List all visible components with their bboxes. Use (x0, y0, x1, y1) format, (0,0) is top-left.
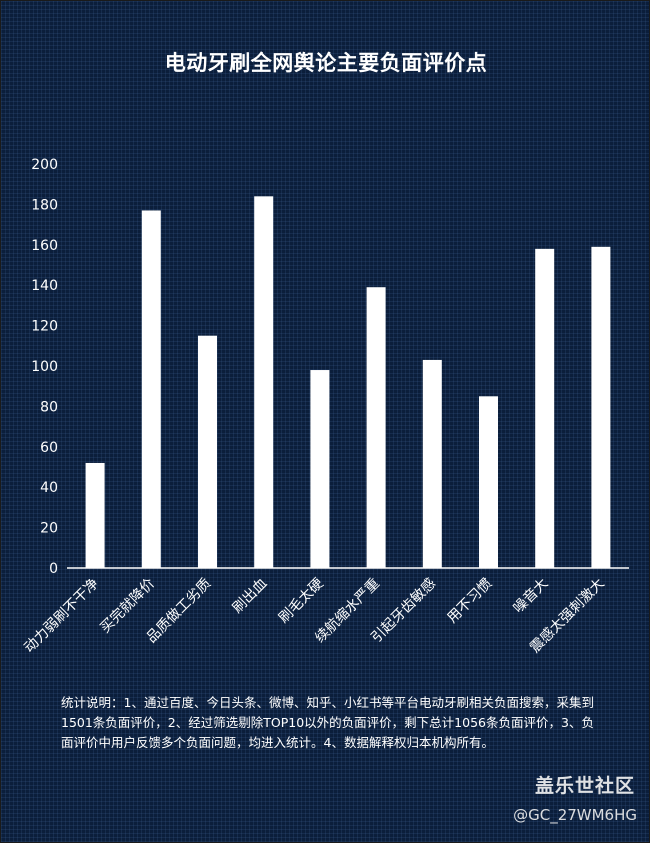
x-tick-label: 用不习惯 (444, 575, 496, 627)
y-axis-ticks: 0 20 40 60 80 100 120 140 160 180 200 (31, 157, 58, 577)
y-tick-label: 180 (31, 197, 58, 213)
y-tick-label: 20 (40, 521, 58, 537)
chart-title: 电动牙刷全网舆论主要负面评价点 (164, 51, 488, 75)
y-tick-label: 100 (31, 359, 58, 375)
x-tick-label: 买完就降价 (97, 576, 158, 637)
statistics-note: 统计说明：1、通过百度、今日头条、微博、知乎、小红书等平台电动牙刷相关负面搜索，… (61, 695, 594, 750)
x-tick-label: 噪音大 (510, 575, 552, 617)
watermark: @GC_27WM6HG (513, 806, 637, 824)
bars (85, 196, 611, 568)
y-tick-label: 140 (31, 278, 58, 294)
x-tick-label: 刷出血 (230, 576, 271, 617)
bar (591, 246, 611, 568)
y-tick-label: 60 (40, 440, 58, 456)
bar (141, 210, 161, 568)
bar (366, 287, 386, 568)
y-tick-label: 40 (40, 480, 58, 496)
y-tick-label: 120 (31, 319, 58, 335)
y-tick-label: 200 (31, 157, 58, 173)
x-tick-label: 刷毛太硬 (276, 576, 327, 627)
bar (254, 196, 274, 568)
bar (310, 370, 330, 568)
brand-logo-text: 盖乐世社区 (534, 775, 635, 797)
bar (422, 359, 442, 568)
x-tick-label: 动力弱刷不干净 (21, 576, 102, 657)
bar (198, 335, 217, 568)
y-tick-label: 0 (49, 561, 58, 577)
bar (479, 396, 498, 568)
bar (535, 248, 555, 568)
y-tick-label: 160 (31, 238, 58, 254)
y-tick-label: 80 (40, 399, 58, 415)
bar (85, 462, 105, 568)
